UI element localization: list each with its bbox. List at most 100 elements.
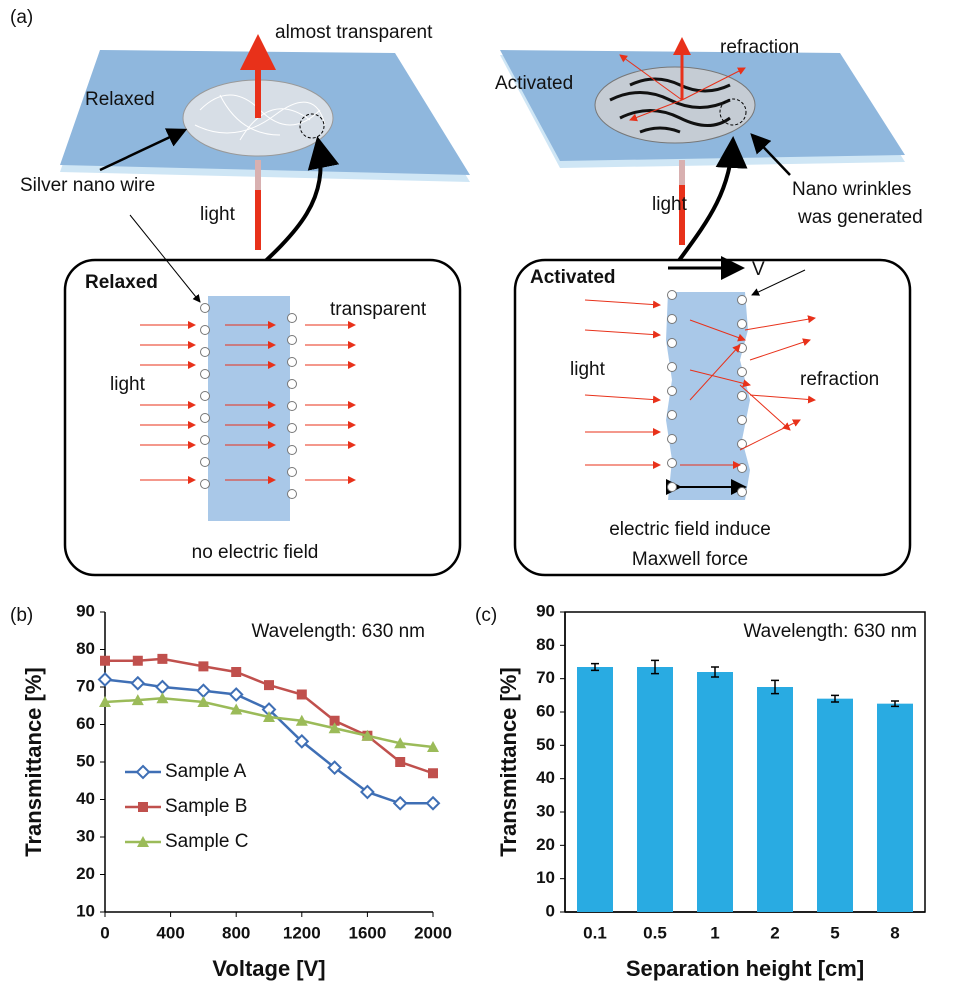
point [198, 661, 209, 672]
panel-label: (a) [10, 7, 33, 28]
point [361, 729, 374, 741]
nanowire [200, 457, 210, 467]
nanowire [667, 458, 677, 468]
light-label: light [110, 374, 146, 395]
relaxed-box [63, 214, 462, 577]
y-tick-label: 10 [76, 901, 95, 920]
point [263, 711, 275, 722]
y-tick-label: 70 [536, 668, 555, 687]
y-tick-label: 80 [536, 635, 555, 654]
nanowire [200, 325, 210, 335]
plot-frame [564, 611, 926, 913]
y-tick-label: 0 [546, 901, 555, 920]
nanowire [667, 410, 677, 420]
caption: electric field induce [609, 519, 771, 540]
nanowire [737, 295, 747, 305]
bar [817, 698, 853, 912]
nanowire [200, 479, 210, 489]
y-tick-label: 60 [536, 701, 555, 720]
point [392, 795, 408, 811]
y-tick-label: 80 [76, 639, 95, 658]
nanowire [200, 347, 210, 357]
activated-plate [500, 37, 905, 282]
y-tick-label: 20 [76, 864, 95, 883]
y-tick-label: 40 [536, 768, 555, 787]
error-bar [591, 662, 599, 672]
error-bar [651, 659, 659, 675]
point [130, 675, 146, 691]
arrow-label: almost transparent [275, 22, 433, 43]
point [156, 692, 169, 704]
x-tick-label: 8 [890, 923, 899, 942]
x-tick-label: 1600 [348, 923, 386, 942]
y-tick-label: 20 [536, 835, 555, 854]
y-tick-label: 90 [536, 601, 555, 620]
x-axis-label: Separation height [cm] [626, 956, 864, 981]
light-label: light [570, 359, 606, 380]
error-bar [891, 700, 899, 708]
y-tick-label: 30 [536, 801, 555, 820]
y-tick-label: 50 [76, 751, 95, 770]
out-label: transparent [330, 299, 427, 320]
x-tick-label: 1 [710, 923, 719, 942]
point [195, 683, 211, 699]
x-tick-label: 0.1 [583, 923, 607, 942]
x-axis-label: Voltage [V] [212, 956, 325, 981]
point [394, 737, 407, 749]
light-ray [739, 419, 801, 451]
light-ray [689, 369, 751, 388]
nanowire [667, 362, 677, 372]
x-tick-label: 0.5 [643, 923, 667, 942]
x-tick-label: 0 [100, 923, 109, 942]
plate-label: Relaxed [85, 89, 155, 110]
point [328, 722, 341, 734]
nanowire [200, 391, 210, 401]
x-tick-label: 400 [156, 923, 184, 942]
legend-label: Sample B [165, 796, 247, 817]
nanowire [287, 379, 297, 389]
y-tick-label: 30 [76, 826, 95, 845]
wrinkle-label: was generated [797, 207, 923, 228]
point [138, 802, 148, 812]
annotation: Wavelength: 630 nm [251, 621, 425, 642]
out-label: refraction [800, 369, 879, 390]
activated-box [513, 256, 912, 577]
bar [577, 667, 613, 912]
nanowire [737, 319, 747, 329]
y-axis-label: Transmittance [%] [496, 667, 521, 857]
nanowire [287, 335, 297, 345]
nanowire [287, 313, 297, 323]
wire-label: Silver nano wire [20, 175, 155, 196]
nanowire [287, 445, 297, 455]
bar [757, 687, 793, 912]
panel-label: (b) [10, 605, 33, 626]
point [327, 760, 343, 776]
point [157, 653, 168, 664]
point [100, 655, 110, 666]
nanowire [287, 401, 297, 411]
bar [877, 703, 913, 912]
point [359, 784, 375, 800]
light-ray [749, 394, 816, 404]
nanowire [737, 367, 747, 377]
y-axis-label: Transmittance [%] [21, 667, 46, 857]
nanowire [737, 343, 747, 353]
light-ray [584, 394, 661, 404]
x-tick-label: 2 [770, 923, 779, 942]
point [395, 757, 406, 767]
point [137, 836, 149, 847]
nanowire [200, 435, 210, 445]
error-bar [711, 666, 719, 678]
point [294, 733, 310, 749]
nanowire [737, 415, 747, 425]
nanowire [200, 369, 210, 379]
light-ray [689, 319, 746, 342]
nanowire [287, 467, 297, 477]
x-tick-label: 5 [830, 923, 839, 942]
y-tick-label: 40 [76, 789, 95, 808]
light-ray [739, 384, 791, 431]
nanowire [667, 482, 677, 492]
point [97, 672, 113, 687]
caption: no electric field [192, 542, 319, 563]
nanowire [667, 290, 677, 300]
